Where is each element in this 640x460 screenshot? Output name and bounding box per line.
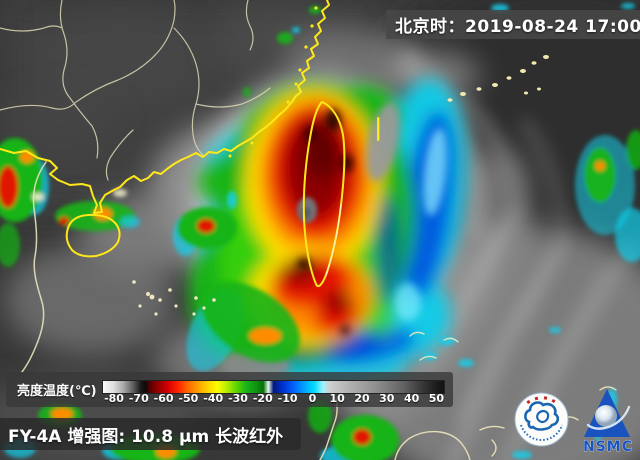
dry-slot [366,102,400,182]
coastline-vietnam [21,161,47,373]
colorbar-ticks: -80 -70 -60 -50 -40 -30 -20 -10 0 10 20 30 40 50 [6,392,453,406]
sea-speck-contours [132,280,216,316]
colorbar-tick: 40 [403,392,420,405]
colorbar-tick: -80 [104,392,124,405]
map-overlays [0,0,617,460]
cma-blue-arc-text [520,424,563,441]
colorbar-tick: 10 [329,392,345,405]
colorbar-tick: 0 [308,392,317,405]
convection-cells [0,6,640,460]
colorbar-gradient [102,380,445,394]
cma-red-arc-text [526,396,556,405]
taiwan-outline [302,101,346,288]
colorbar-panel: 亮度温度(℃) -80 -70 -60 -50 -40 -30 -20 -10 0 10 20 30 4… [6,372,453,407]
colorbar-tick: -70 [128,392,149,405]
nsmc-label: NSMC [583,439,633,455]
typhoon-eye-region [297,197,317,223]
colorbar-tick: -20 [252,392,273,405]
colorbar-tick: -60 [153,392,174,405]
product-title-text: FY-4A 增强图: 10.8 μm 长波红外 [8,426,284,447]
cma-cloud-glyph [524,401,560,431]
coastline-china [0,0,330,214]
colorbar-tick: 20 [354,392,370,405]
province-boundaries [0,0,271,181]
product-title-panel: FY-4A 增强图: 10.8 μm 长波红外 [0,418,301,450]
nsmc-logo-icon: NSMC [583,389,633,455]
cma-logo-icon [514,392,569,447]
colorbar-tick: -40 [203,392,224,405]
timestamp-text: 北京时：2019-08-24 17:00 [395,17,640,37]
nsmc-planet [595,405,617,427]
colorbar-label: 亮度温度(℃) [17,384,97,399]
colorbar-tick: 30 [379,392,395,405]
colorbar-tick: -30 [228,392,248,405]
ryukyu-islands [447,55,549,102]
hainan-outline [65,213,121,258]
colorbar-tick: -10 [277,392,298,405]
colorbar-tick: 50 [428,392,445,405]
nsmc-orbit-swoosh [586,405,631,430]
typhoon-color-shield [189,78,467,388]
timestamp-band: 北京时：2019-08-24 17:00 [386,10,640,39]
coastal-islands [228,6,380,158]
coastline-luzon [319,331,617,460]
colorbar-tick: -50 [178,392,199,405]
